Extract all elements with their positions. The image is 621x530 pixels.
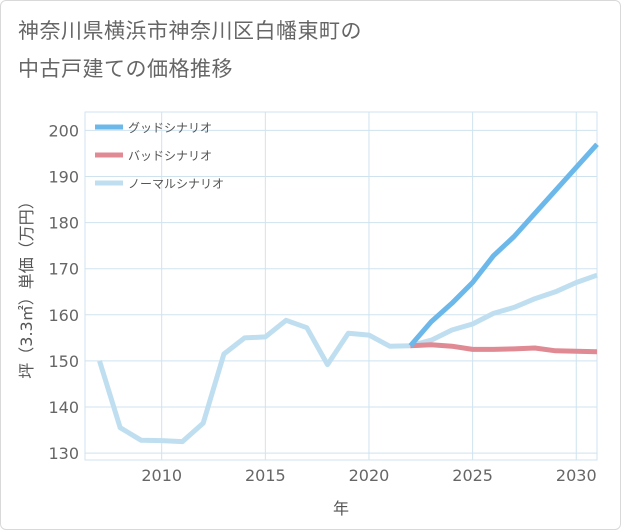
x-tick-label: 2015 [245,466,286,485]
axis-ticks: 130 140 150 160 170 180 190 200 2010 2015 2020 2025… [48,121,596,485]
series-line-1 [410,342,598,355]
legend-label-0: グッドシナリオ [128,121,212,135]
y-tick-label: 200 [48,121,79,140]
series-line-2 [97,272,598,445]
y-tick-label: 140 [48,398,79,417]
series-line-0 [408,142,599,348]
grid-lines [85,112,597,460]
y-tick-label: 160 [48,306,79,325]
x-tick-label: 2010 [141,466,182,485]
x-tick-label: 2025 [452,466,493,485]
legend-label-2: ノーマルシナリオ [128,177,224,191]
plot-border [84,111,598,461]
y-tick-label: 150 [48,352,79,371]
y-tick-label: 130 [48,444,79,463]
chart-title: 神奈川県横浜市神奈川区白幡東町の 中古戸建ての価格推移 [18,12,578,88]
x-tick-label: 2030 [556,466,597,485]
x-tick-label: 2020 [349,466,390,485]
legend-label-1: バッドシナリオ [128,149,212,163]
y-tick-label: 180 [48,214,79,233]
chart-title-line-1: 神奈川県横浜市神奈川区白幡東町の [18,19,362,43]
y-tick-label: 170 [48,260,79,279]
y-tick-label: 190 [48,168,79,187]
y-axis-title: 坪（3.3㎡）単価（万円） [17,193,36,378]
chart-title-line-2: 中古戸建ての価格推移 [18,57,233,81]
plot-frame [84,111,598,461]
series-lines [97,142,599,445]
x-axis-title: 年 [333,499,349,518]
